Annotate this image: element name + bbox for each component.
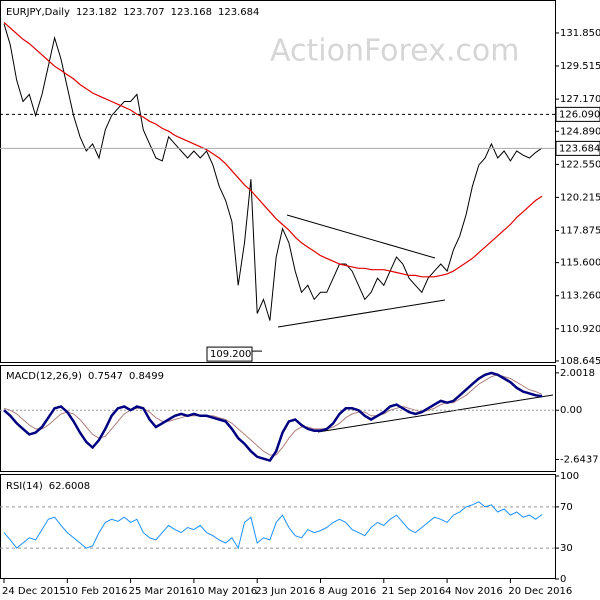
- panel-title: MACD(12,26,9) 0.7547 0.8499: [6, 371, 164, 382]
- level-label: 126.090: [559, 109, 600, 120]
- y-tick-label: 108.645: [560, 356, 600, 367]
- y-tick-label: 100: [560, 471, 579, 482]
- x-tick-label: 24 Dec 2015: [2, 586, 66, 597]
- last-price-label-box: [555, 140, 600, 156]
- triangle-upper: [286, 214, 436, 259]
- y-tick-label: 30: [560, 543, 573, 554]
- x-tick-label: 10 May 2016: [192, 586, 257, 597]
- y-tick-label: 0: [560, 574, 566, 585]
- series-line: [3, 371, 543, 463]
- low-label-box: [206, 346, 253, 362]
- low-label: 109.200: [210, 349, 251, 360]
- y-tick-label: 2.0018: [560, 368, 595, 379]
- series-line: [3, 23, 543, 321]
- y-tick-label: 115.600: [560, 258, 600, 269]
- price-panel: [0, 0, 556, 363]
- panel-reading: EURJPY,Daily: [6, 7, 70, 18]
- panel-reading: 0.7547: [88, 371, 123, 382]
- panel-title: RSI(14) 62.6008: [6, 481, 90, 492]
- watermark: ActionForex.com: [270, 34, 519, 69]
- x-tick-label: 8 Aug 2016: [319, 586, 377, 597]
- panel-reading: RSI(14): [6, 481, 43, 492]
- x-tick-label: 10 Feb 2016: [65, 586, 127, 597]
- panel-reading: 0.8499: [129, 371, 164, 382]
- x-tick-label: 23 Jun 2016: [255, 586, 315, 597]
- rsi-panel: [0, 474, 556, 579]
- panel-reading: 123.707: [123, 7, 164, 18]
- panel-reading: 62.6008: [49, 481, 90, 492]
- y-tick-label: 120.215: [560, 192, 600, 203]
- panel-reading: 123.182: [76, 7, 117, 18]
- level-label-box: [555, 106, 600, 122]
- y-tick-label: 0.00: [560, 405, 582, 416]
- panel-title: EURJPY,Daily 123.182 123.707 123.168 123.684: [6, 7, 259, 18]
- panel-reading: 123.168: [171, 7, 212, 18]
- series-line: [3, 21, 543, 278]
- y-tick-label: 127.170: [560, 94, 600, 105]
- y-tick-label: 113.260: [560, 291, 600, 302]
- y-tick-label: 131.850: [560, 28, 600, 39]
- panel-reading: MACD(12,26,9): [6, 371, 82, 382]
- macd-panel: [0, 365, 556, 472]
- y-tick-label: 70: [560, 502, 573, 513]
- y-tick-label: 124.890: [560, 126, 600, 137]
- y-tick-label: -2.6437: [560, 455, 599, 466]
- x-tick-label: 20 Dec 2016: [508, 586, 572, 597]
- y-tick-label: 117.875: [560, 225, 600, 236]
- y-tick-label: 129.515: [560, 61, 600, 72]
- panel-reading: 123.684: [218, 7, 259, 18]
- x-tick-label: 21 Sep 2016: [382, 586, 445, 597]
- series-line: [3, 501, 543, 550]
- x-tick-label: 4 Nov 2016: [445, 586, 503, 597]
- last-price-label: 123.684: [559, 143, 600, 154]
- macd-trendline: [317, 394, 554, 433]
- y-tick-label: 110.920: [560, 324, 600, 335]
- series-line: [3, 374, 543, 456]
- y-tick-label: 122.550: [560, 159, 600, 170]
- x-tick-label: 25 Mar 2016: [129, 586, 192, 597]
- triangle-lower: [277, 299, 446, 328]
